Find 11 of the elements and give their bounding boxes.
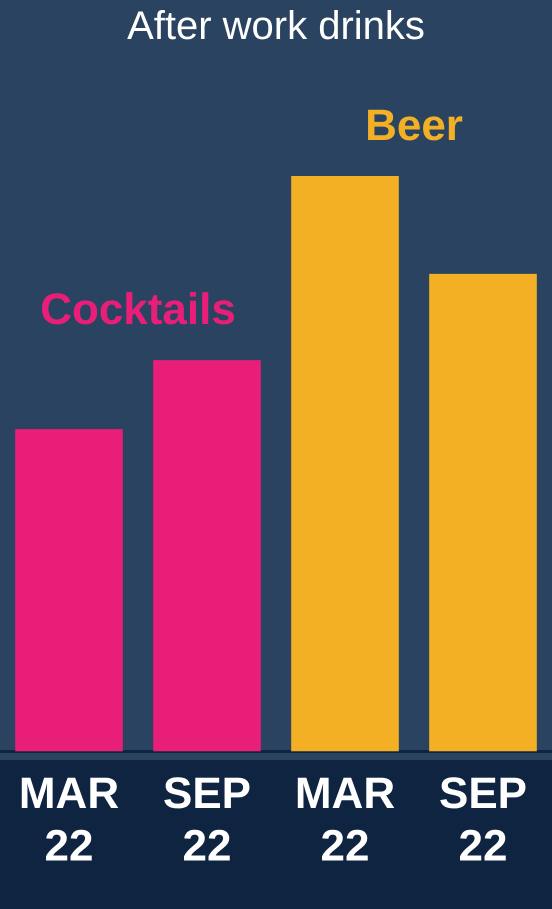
series-label: Beer xyxy=(365,101,463,150)
x-tick-label: SEP 22 xyxy=(438,768,528,871)
bar xyxy=(153,360,261,752)
bar xyxy=(291,176,399,752)
bar xyxy=(15,429,123,752)
bar xyxy=(429,274,537,752)
x-tick-label: MAR 22 xyxy=(18,768,120,871)
x-tick-label: SEP 22 xyxy=(162,768,252,871)
x-tick-label: MAR 22 xyxy=(294,768,396,871)
series-label: Cocktails xyxy=(40,285,236,334)
chart-title: After work drinks xyxy=(127,4,425,48)
